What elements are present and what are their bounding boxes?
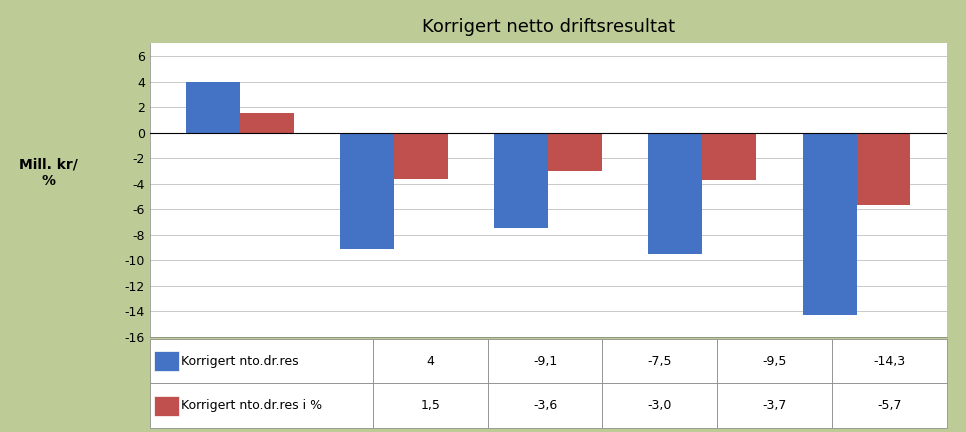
Text: -3,6: -3,6 <box>533 399 557 412</box>
Bar <box>549 133 602 171</box>
Text: 4: 4 <box>426 355 434 368</box>
Title: Korrigert netto driftsresultat: Korrigert netto driftsresultat <box>421 18 675 36</box>
Text: -5,7: -5,7 <box>877 399 901 412</box>
Bar <box>240 114 294 133</box>
Bar <box>648 133 702 254</box>
Text: -9,5: -9,5 <box>762 355 786 368</box>
Text: -14,3: -14,3 <box>873 355 905 368</box>
Bar <box>185 82 240 133</box>
Text: Korrigert nto.dr.res: Korrigert nto.dr.res <box>181 355 298 368</box>
Text: -9,1: -9,1 <box>533 355 557 368</box>
Bar <box>702 133 756 180</box>
Bar <box>394 133 448 178</box>
Text: -3,0: -3,0 <box>647 399 672 412</box>
Bar <box>857 133 911 205</box>
Text: -7,5: -7,5 <box>647 355 672 368</box>
Text: -3,7: -3,7 <box>762 399 786 412</box>
Text: 1,5: 1,5 <box>420 399 440 412</box>
Bar <box>340 133 394 249</box>
Text: Mill. kr/
%: Mill. kr/ % <box>19 158 77 188</box>
Bar <box>803 133 857 315</box>
Bar <box>495 133 549 229</box>
Text: Korrigert nto.dr.res i %: Korrigert nto.dr.res i % <box>181 399 322 412</box>
